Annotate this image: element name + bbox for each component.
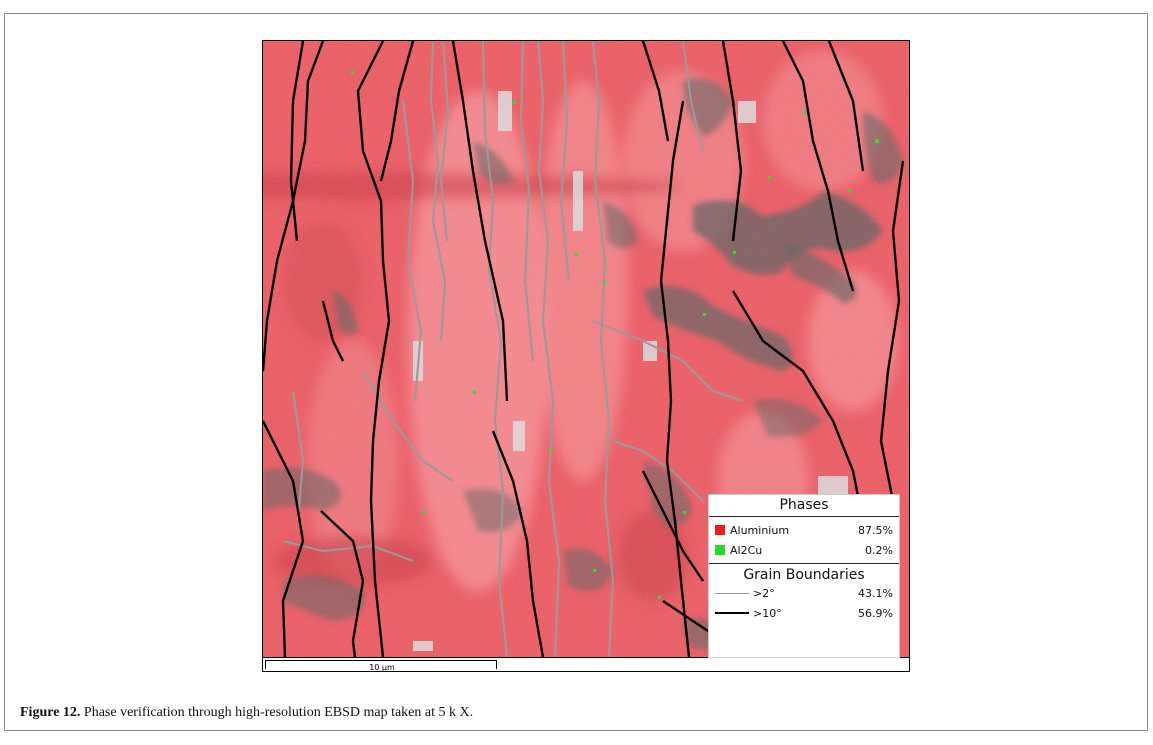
figure-frame bbox=[4, 13, 1148, 731]
scale-bar-label: 10 µm bbox=[369, 663, 395, 672]
aluminium-swatch bbox=[715, 525, 725, 535]
figure-caption-text: Phase verification through high-resoluti… bbox=[80, 705, 474, 720]
aluminium-label: Aluminium bbox=[730, 523, 790, 537]
legend-phase-aluminium: Aluminium 87.5% bbox=[709, 520, 899, 540]
phases-title: Phases bbox=[779, 497, 829, 513]
scale-strip: 10 µm bbox=[263, 657, 909, 672]
low-angle-line-sample bbox=[715, 592, 749, 594]
al2cu-phase-particles bbox=[351, 71, 879, 599]
high-angle-value: 56.9% bbox=[858, 606, 893, 620]
legend-divider bbox=[709, 563, 899, 564]
low-angle-boundaries bbox=[282, 41, 744, 657]
legend-boundary-high: >10° 56.9% bbox=[709, 603, 899, 623]
low-angle-value: 43.1% bbox=[858, 586, 893, 600]
high-angle-line-sample bbox=[715, 612, 749, 614]
al2cu-swatch bbox=[715, 545, 725, 555]
legend-divider bbox=[709, 516, 899, 517]
scale-bar: 10 µm bbox=[265, 660, 497, 672]
legend-phase-al2cu: Al2Cu 0.2% bbox=[709, 540, 899, 560]
high-angle-boundaries bbox=[263, 41, 905, 657]
ebsd-figure: 10 µm Phases Aluminium 87.5% Al2Cu 0.2% … bbox=[262, 40, 910, 672]
legend-boundary-low: >2° 43.1% bbox=[709, 583, 899, 603]
al2cu-label: Al2Cu bbox=[730, 543, 763, 557]
al2cu-value: 0.2% bbox=[865, 543, 893, 557]
low-angle-label: >2° bbox=[753, 586, 775, 600]
map-legend: Phases Aluminium 87.5% Al2Cu 0.2% Grain … bbox=[708, 494, 900, 658]
grain-boundaries-title: Grain Boundaries bbox=[743, 567, 865, 583]
aluminium-value: 87.5% bbox=[858, 523, 893, 537]
figure-caption-label: Figure 12. bbox=[20, 705, 81, 720]
figure-caption: Figure 12. Phase verification through hi… bbox=[20, 705, 473, 721]
high-angle-label: >10° bbox=[753, 606, 782, 620]
